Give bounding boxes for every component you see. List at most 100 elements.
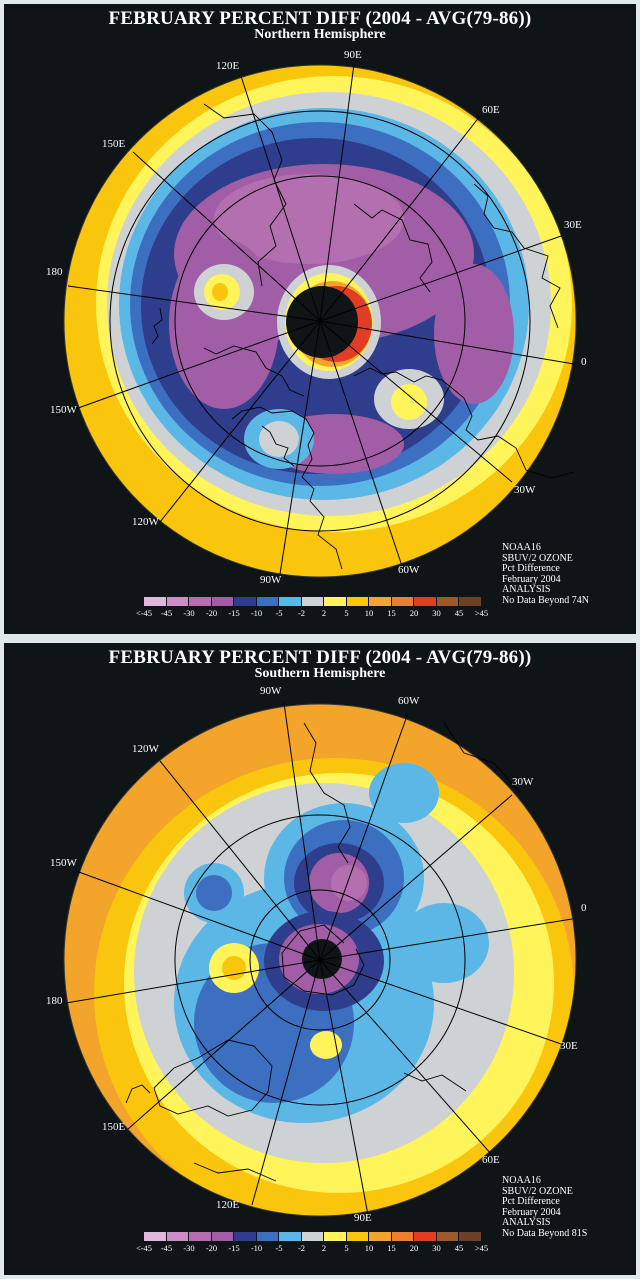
south-lon-90w: 90W <box>260 685 282 697</box>
legend-tick-label: 15 <box>387 608 396 618</box>
north-lon-30e: 30E <box>564 219 582 231</box>
legend-swatch <box>391 597 413 606</box>
south-lon-60w: 60W <box>398 695 420 707</box>
legend-tick-label: -2 <box>297 1243 306 1253</box>
south-lon-30w: 30W <box>512 776 534 788</box>
legend-swatch <box>144 1232 166 1241</box>
legend-swatch <box>166 1232 188 1241</box>
south-info-line: Pct Difference <box>502 1196 560 1207</box>
legend-swatch <box>256 597 278 606</box>
legend-swatch <box>279 1232 301 1241</box>
south-lon-180: 180 <box>46 995 63 1007</box>
south-info-line: No Data Beyond 81S <box>502 1227 588 1239</box>
legend-swatch <box>234 597 256 606</box>
legend-swatch <box>256 1232 278 1241</box>
north-title: FEBRUARY PERCENT DIFF (2004 - AVG(79-86)… <box>108 8 532 29</box>
south-coastlines <box>125 722 521 1182</box>
south-lon-120e: 120E <box>216 1199 240 1211</box>
legend-tick-label: >45 <box>474 608 489 618</box>
legend-swatch <box>436 1232 458 1241</box>
north-lon-120e: 120E <box>216 60 240 72</box>
legend-swatch <box>346 597 368 606</box>
north-lon-30w: 30W <box>514 484 536 496</box>
south-lon-90e: 90E <box>354 1212 372 1224</box>
legend-tick-label: -45 <box>160 1243 173 1253</box>
south-lon-150e: 150E <box>102 1121 126 1133</box>
legend-tick-label: -30 <box>183 1243 195 1253</box>
south-subtitle: Southern Hemisphere <box>254 666 386 681</box>
south-info-line: February 2004 <box>502 1206 561 1218</box>
south-info-line: SBUV/2 OZONE <box>502 1185 573 1197</box>
legend-swatch <box>346 1232 368 1241</box>
legend-tick-label: -10 <box>250 1243 263 1253</box>
legend-tick-label: 2 <box>321 1243 327 1253</box>
north-coastlines <box>151 103 575 570</box>
legend-swatch <box>436 597 458 606</box>
legend-swatch <box>211 1232 233 1241</box>
legend-swatch <box>189 1232 211 1241</box>
south-graticule <box>63 702 577 1217</box>
north-info-line: ANALYSIS <box>502 584 551 595</box>
north-info-block: NOAA16 SBUV/2 OZONE Pct Difference Febru… <box>502 542 589 606</box>
legend-tick-label: -30 <box>183 608 195 618</box>
south-info-block: NOAA16 SBUV/2 OZONE Pct Difference Febru… <box>502 1175 588 1239</box>
legend-tick-label: <-45 <box>135 1243 153 1253</box>
legend-swatch <box>391 1232 413 1241</box>
south-lon-30e: 30E <box>560 1040 578 1052</box>
legend-tick-label: -15 <box>228 1243 240 1253</box>
legend-swatch <box>211 597 233 606</box>
legend-tick-label: 10 <box>364 1243 374 1253</box>
legend-tick-label: 10 <box>364 608 374 618</box>
south-hemisphere-panel: FEBRUARY PERCENT DIFF (2004 - AVG(79-86)… <box>4 643 636 1275</box>
north-lon-120w: 120W <box>132 516 159 528</box>
south-info-line: ANALYSIS <box>502 1217 551 1228</box>
legend-swatch <box>369 1232 391 1241</box>
legend-swatch <box>324 597 346 606</box>
legend-swatch <box>301 597 323 606</box>
legend-swatch <box>414 597 436 606</box>
south-color-legend: <-45 -45 -30 -20 -15 -10 -5 -2 2 5 10 15 20 30 45 >45 <box>136 1232 500 1254</box>
legend-tick-label: 30 <box>432 1243 441 1253</box>
legend-swatch <box>459 597 481 606</box>
legend-swatch <box>459 1232 481 1241</box>
south-anomaly-field <box>64 704 576 1216</box>
legend-tick-label: 5 <box>344 608 349 618</box>
legend-tick-label: 15 <box>387 1243 396 1253</box>
north-lon-60w: 60W <box>398 564 420 576</box>
south-lon-0: 0 <box>581 902 587 914</box>
south-info-line: NOAA16 <box>502 1175 541 1186</box>
legend-tick-label: 45 <box>454 608 464 618</box>
legend-swatch <box>301 1232 323 1241</box>
legend-tick-label: -20 <box>205 1243 218 1253</box>
legend-swatch <box>369 597 391 606</box>
legend-tick-label: 45 <box>454 1243 464 1253</box>
legend-tick-label: 2 <box>321 608 327 618</box>
legend-tick-label: >45 <box>474 1243 489 1253</box>
north-lon-150e: 150E <box>102 138 126 150</box>
north-lon-90e: 90E <box>344 49 362 61</box>
legend-tick-label: 30 <box>432 608 441 618</box>
legend-tick-label: -15 <box>228 608 240 618</box>
north-info-line: SBUV/2 OZONE <box>502 552 573 564</box>
north-polar-map <box>55 63 577 578</box>
legend-swatch <box>234 1232 256 1241</box>
north-anomaly-field <box>64 65 576 577</box>
north-lon-0: 0 <box>581 356 587 368</box>
north-graticule <box>55 63 577 578</box>
north-lon-150w: 150W <box>50 404 77 416</box>
north-lon-180: 180 <box>46 266 63 278</box>
legend-tick-label: -5 <box>275 1243 283 1253</box>
south-lon-60e: 60E <box>482 1154 500 1166</box>
south-lon-120w: 120W <box>132 743 159 755</box>
legend-tick-label: -5 <box>275 608 283 618</box>
legend-tick-label: -45 <box>160 608 173 618</box>
north-lon-60e: 60E <box>482 104 500 116</box>
north-info-line: Pct Difference <box>502 563 560 574</box>
legend-tick-label: 5 <box>344 1243 349 1253</box>
south-title: FEBRUARY PERCENT DIFF (2004 - AVG(79-86)… <box>108 647 532 668</box>
south-polar-map <box>63 702 577 1217</box>
legend-swatch <box>166 597 188 606</box>
legend-tick-label: 20 <box>409 1243 419 1253</box>
north-info-line: No Data Beyond 74N <box>502 594 589 606</box>
legend-swatch <box>324 1232 346 1241</box>
